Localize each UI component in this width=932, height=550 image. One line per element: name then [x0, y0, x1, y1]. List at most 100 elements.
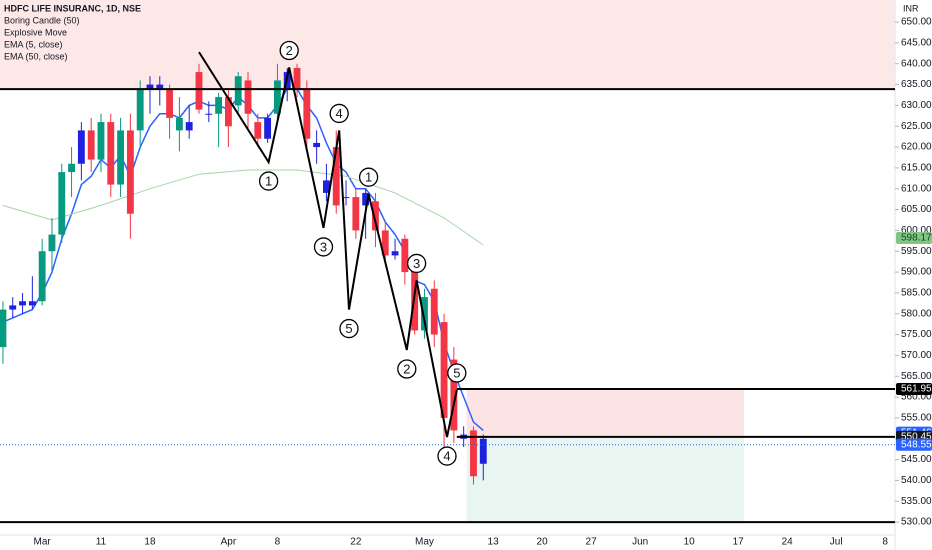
x-tick-label: May: [415, 537, 434, 548]
zone: [466, 388, 745, 437]
x-tick-label: 20: [537, 537, 549, 548]
candle-body: [470, 430, 477, 477]
y-tick-label: 640.00: [901, 58, 932, 69]
wave-label: 3: [320, 239, 327, 254]
y-tick-label: 535.00: [901, 496, 932, 507]
x-tick-label: 18: [144, 537, 156, 548]
y-tick-label: 600.00: [901, 225, 932, 236]
y-tick-label: 650.00: [901, 17, 932, 28]
wave-label-circle: [279, 40, 299, 61]
price-label-box: [896, 232, 932, 245]
candle-body: [323, 180, 330, 193]
y-tick-label: 580.00: [901, 308, 932, 319]
candle-body: [421, 297, 428, 331]
y-tick-label: 585.00: [901, 288, 932, 299]
y-tick-label: 540.00: [901, 475, 932, 486]
x-tick-label: 22: [350, 537, 362, 548]
candle-body: [293, 67, 301, 89]
wave-label: 4: [443, 449, 450, 464]
x-tick-label: 27: [586, 537, 598, 548]
x-tick-label: 8: [882, 537, 888, 548]
candle-body: [303, 88, 311, 139]
chart-title: HDFC LIFE INSURANC, 1D, NSE: [4, 3, 141, 13]
y-tick-label: 590.00: [901, 267, 932, 278]
x-tick-label: 17: [733, 537, 745, 548]
wave-label: 3: [413, 256, 420, 271]
x-tick-label: 24: [782, 537, 794, 548]
ema-line: [2, 169, 484, 246]
wave-label-circle: [397, 359, 417, 379]
price-label: 598.17: [901, 233, 932, 244]
y-tick-label: 610.00: [901, 183, 932, 194]
wave-label: 2: [403, 361, 410, 376]
x-tick-label: Apr: [221, 537, 237, 548]
candle-body: [362, 192, 370, 206]
candle-body: [391, 251, 399, 256]
candle-body: [87, 130, 95, 160]
x-tick-label: Jun: [632, 537, 648, 548]
x-tick-label: Mar: [34, 537, 52, 548]
candle-body: [313, 142, 321, 148]
candle-body: [166, 88, 174, 118]
y-tick-label: 530.00: [901, 517, 932, 528]
indicator-name: EMA (50, close): [4, 51, 68, 61]
candle-body: [136, 88, 144, 131]
indicator-name: Boring Candle (50): [4, 15, 80, 25]
y-tick-label: 645.00: [901, 38, 932, 49]
candle-body: [58, 172, 66, 235]
y-tick-label: 595.00: [901, 246, 932, 257]
zone: [0, 0, 895, 90]
wave-label-circle: [339, 318, 359, 339]
wave-label-circle: [437, 446, 457, 466]
y-tick-label: 565.00: [901, 371, 932, 382]
y-tick-label: 555.00: [901, 413, 932, 424]
wave-label: 2: [286, 43, 293, 58]
candle-body: [195, 72, 203, 110]
price-label-box: [896, 382, 932, 395]
candle-body: [28, 301, 36, 306]
candle-body: [372, 201, 379, 231]
wave-label: 5: [453, 365, 460, 380]
candle-body: [224, 97, 232, 127]
y-tick-label: 575.00: [901, 329, 932, 340]
wave-label: 5: [345, 321, 352, 336]
candle-body: [0, 309, 7, 348]
y-tick-label: 560.00: [901, 392, 932, 403]
x-tick-label: Jul: [830, 537, 843, 548]
zone: [466, 436, 745, 523]
zigzag: [198, 51, 458, 438]
y-tick-label: 635.00: [901, 79, 932, 90]
candle-body: [68, 163, 75, 173]
wave-label-circle: [406, 253, 427, 274]
y-tick-label: 570.00: [901, 350, 932, 361]
wave-label-circle: [329, 103, 349, 124]
candle-body: [19, 301, 26, 306]
price-label: 550.45: [901, 432, 932, 443]
y-tick-label: 545.00: [901, 454, 932, 465]
candle-body: [117, 130, 125, 185]
candle-body: [254, 122, 262, 139]
x-tick-label: 11: [96, 537, 107, 548]
price-label: 561.95: [901, 384, 932, 395]
candle-body: [342, 197, 350, 199]
y-tick-label: 630.00: [901, 100, 932, 111]
indicator-name: EMA (5, close): [4, 39, 63, 49]
candle-body: [479, 438, 487, 464]
candle-body: [234, 76, 242, 106]
candle-body: [175, 117, 183, 131]
candle-body: [352, 197, 360, 231]
wave-label-circle: [358, 167, 379, 187]
candle-body: [215, 97, 223, 114]
candle-body: [38, 251, 46, 302]
candle-body: [107, 122, 115, 185]
x-tick-label: 13: [488, 537, 500, 548]
candle-body: [273, 80, 281, 114]
wave-label: 4: [336, 106, 343, 121]
wave-label-circle: [447, 363, 467, 383]
candle-body: [126, 130, 134, 214]
y-tick-label: 615.00: [901, 163, 932, 174]
candle-body: [430, 288, 438, 335]
currency: INR: [903, 3, 919, 13]
